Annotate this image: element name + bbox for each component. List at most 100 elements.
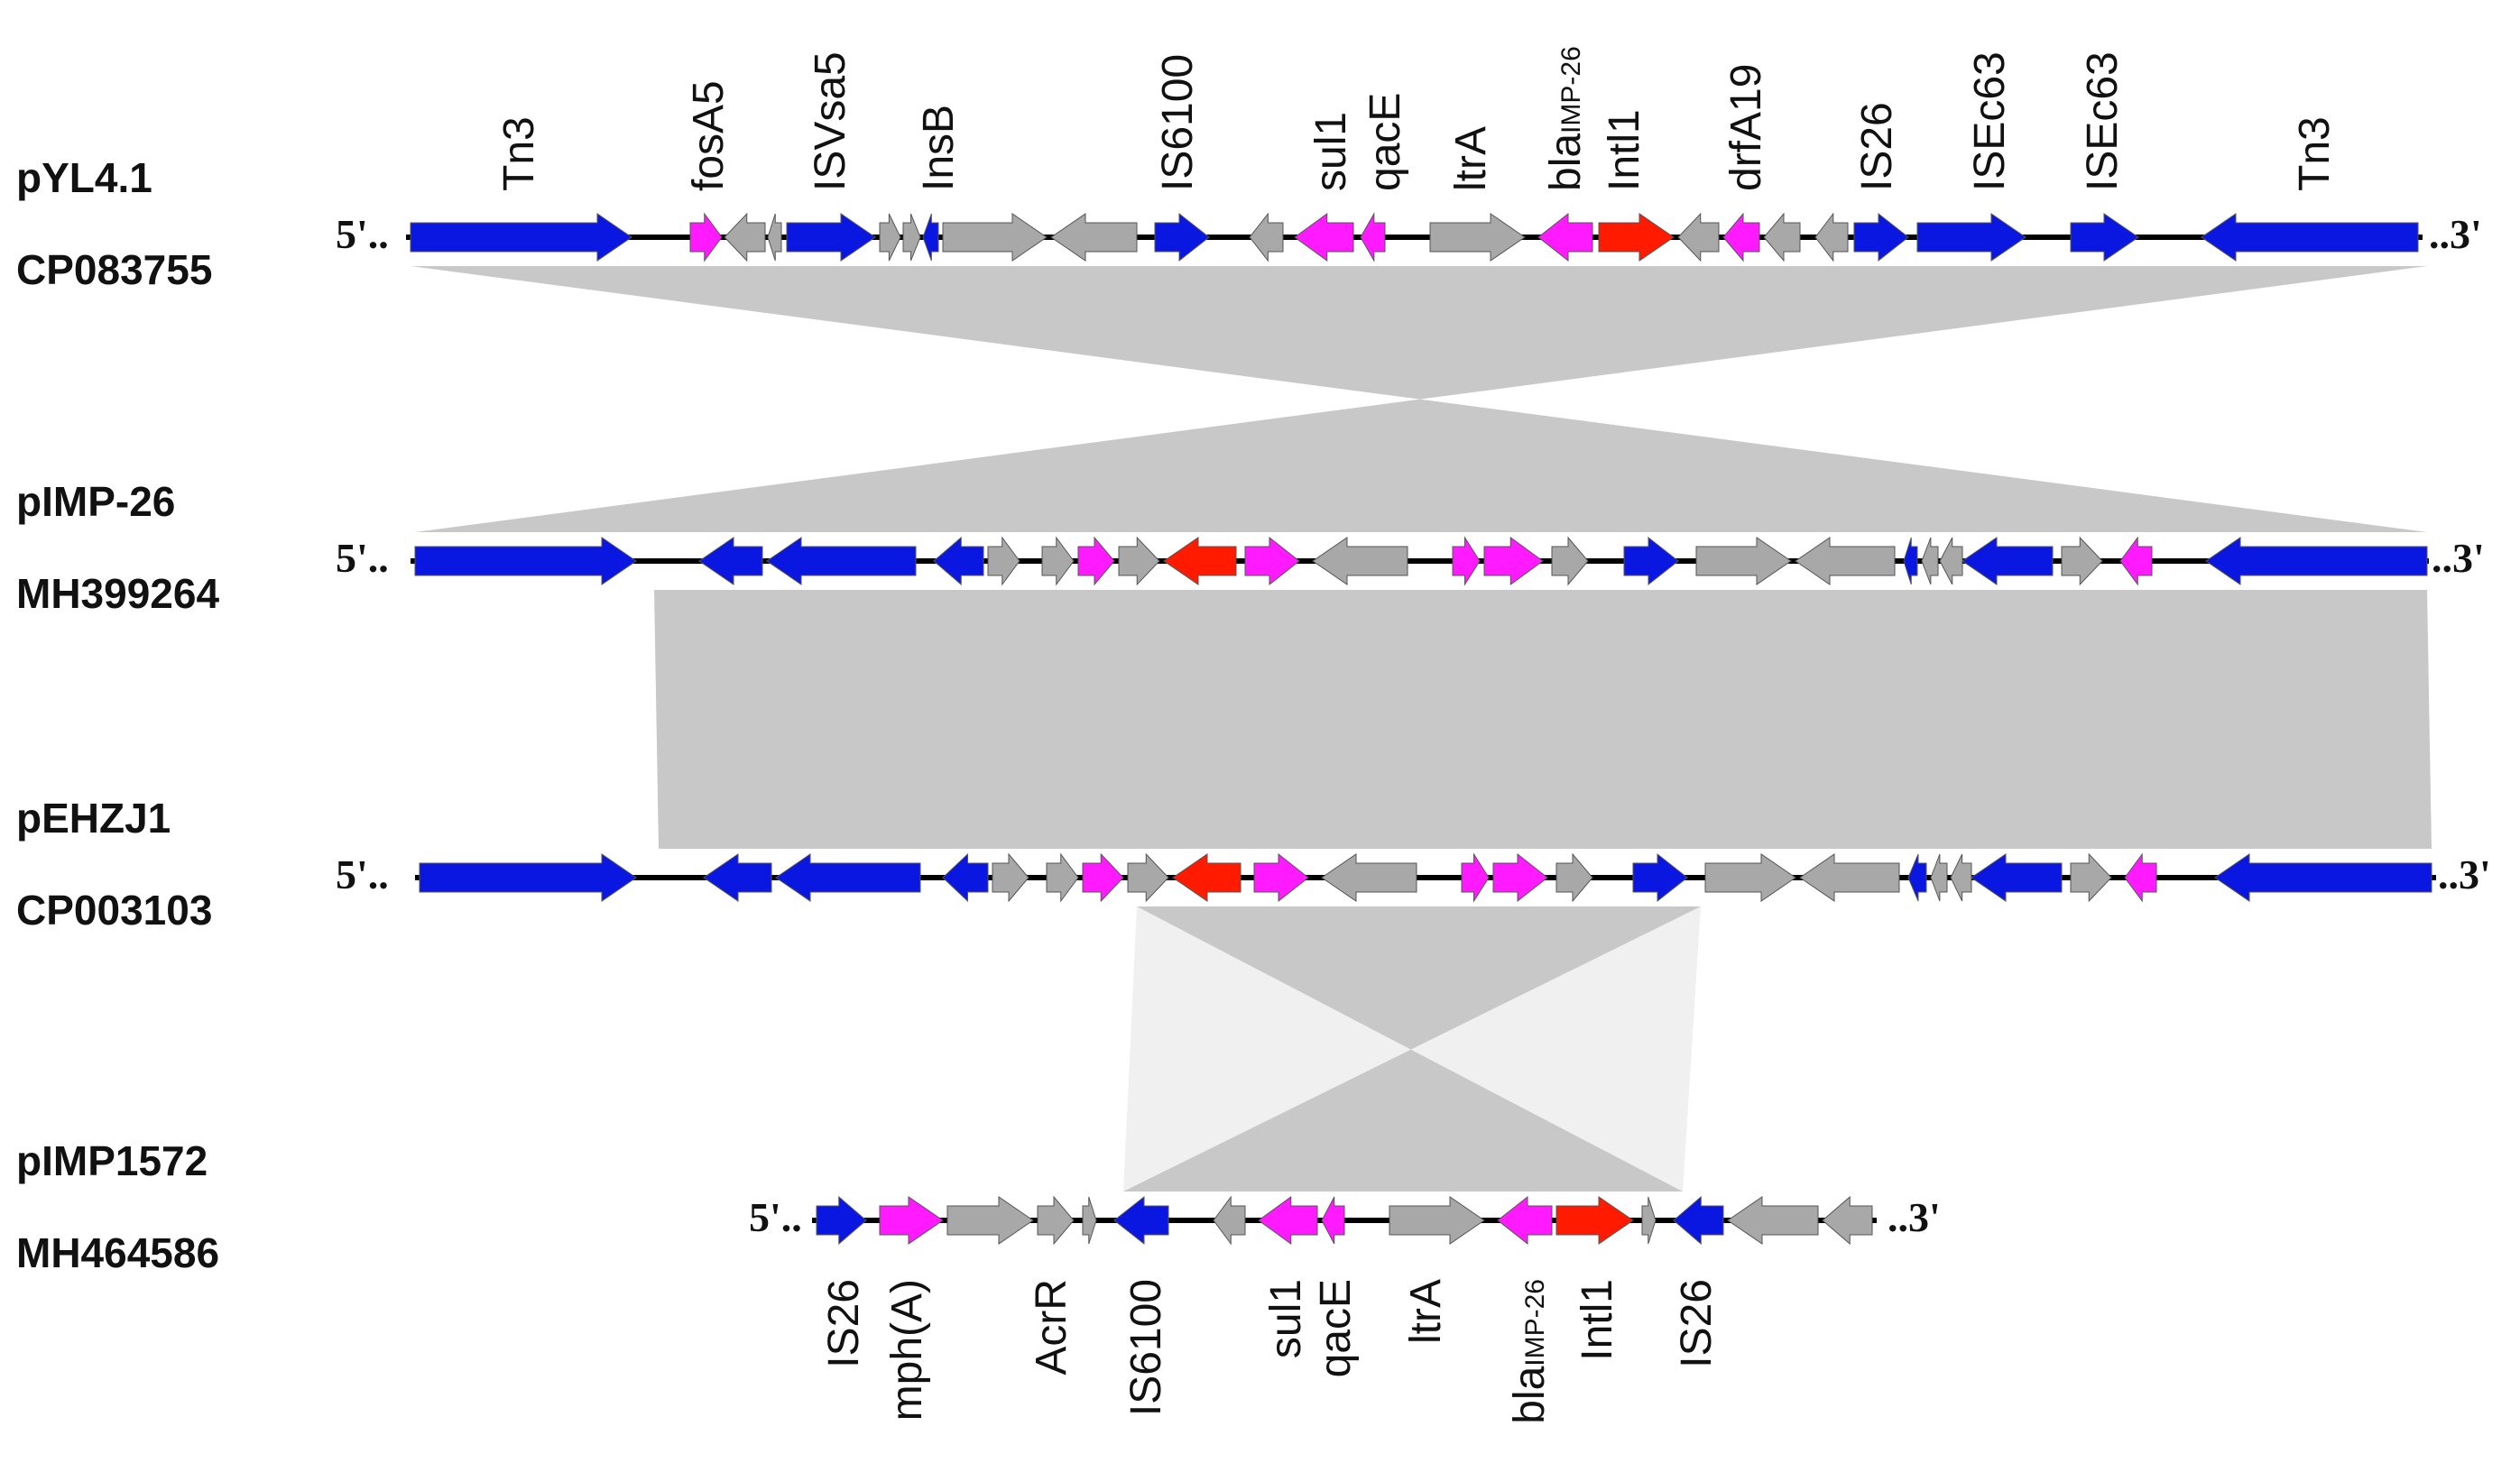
- three-prime-end: ..3': [2432, 535, 2485, 581]
- gene-arrow: [775, 853, 921, 902]
- gene-arrow: [1853, 212, 1909, 262]
- plasmid-name: pIMP-26: [16, 478, 175, 525]
- homology-inverted-wedge: [1137, 906, 1701, 1050]
- gene-arrow: [987, 536, 1020, 586]
- gene-arrow: [1930, 853, 1948, 902]
- gene-label: fosA5: [685, 80, 733, 191]
- gene-arrow: [766, 537, 917, 585]
- gene-arrow: [2070, 213, 2139, 262]
- gene-arrow: [2201, 213, 2419, 262]
- gene-arrow: [1551, 536, 1589, 586]
- plasmid-track: pEHZJ1 CP003103 5'.. ..3': [16, 795, 2491, 934]
- gene-arrow: [1903, 537, 1918, 585]
- gene-arrow: [942, 852, 989, 903]
- gene-arrow: [1632, 852, 1688, 903]
- gene-arrow: [1971, 853, 2063, 902]
- gene-arrow: [2214, 853, 2432, 902]
- gene-arrow: [922, 213, 939, 262]
- five-prime-end: 5'..: [749, 1194, 802, 1240]
- gene-label: sul1: [1262, 1279, 1310, 1358]
- gene-arrow: [1050, 213, 1138, 262]
- gene-arrow: [879, 213, 901, 262]
- gene-arrow: [933, 536, 984, 586]
- gene-arrow: [1722, 212, 1760, 262]
- gene-arrow: [2124, 852, 2157, 903]
- gene-arrow: [1429, 213, 1526, 262]
- gene-arrow: [1294, 213, 1354, 262]
- three-prime-end: ..3': [2429, 211, 2482, 257]
- gene-arrow: [1814, 212, 1849, 262]
- gene-arrow: [1677, 212, 1720, 262]
- gene-arrow: [1321, 1196, 1345, 1245]
- gene-label: Tn3: [2291, 116, 2339, 191]
- gene-arrow: [1118, 536, 1160, 586]
- gene-arrow: [414, 537, 637, 585]
- gene-arrow: [1389, 1196, 1485, 1245]
- gene-arrow: [2061, 536, 2103, 586]
- gene-arrow: [946, 1196, 1034, 1245]
- three-prime-end: ..3': [1888, 1194, 1941, 1240]
- plasmid-name: pEHZJ1: [16, 795, 171, 842]
- gene-label: Tn3: [495, 116, 543, 191]
- homology-block: [1123, 906, 1701, 1192]
- plasmid-track: pYL4.1 CP083755 5'.. ..3': [16, 154, 2482, 293]
- gene-arrow: [1113, 1195, 1169, 1246]
- gene-label: drfA19: [1722, 64, 1770, 191]
- gene-arrow: [410, 213, 632, 262]
- gene-arrow: [1172, 853, 1242, 902]
- gene-label: blaIMP-26: [1542, 46, 1590, 191]
- gene-arrow: [1763, 212, 1801, 262]
- gene-arrow: [879, 1196, 944, 1245]
- homology-layer: [411, 266, 2432, 1192]
- gene-arrow: [2119, 536, 2153, 586]
- gene-arrow: [1695, 537, 1792, 585]
- gene-arrow: [1555, 852, 1593, 903]
- gene-arrow: [1321, 853, 1417, 902]
- track-layer: pYL4.1 CP083755 5'.. ..3' pIMP-26 MH399264 5'.…: [16, 154, 2491, 1276]
- gene-arrow: [1916, 213, 2026, 262]
- gene-arrow: [942, 213, 1048, 262]
- gene-arrow: [1046, 852, 1079, 903]
- gene-arrow: [703, 853, 772, 902]
- gene-arrow: [992, 852, 1029, 903]
- gene-arrow: [698, 537, 763, 585]
- gene-arrow: [2070, 852, 2112, 903]
- gene-arrow: [1127, 852, 1169, 903]
- gene-arrow: [1623, 536, 1679, 586]
- gene-label: ISEc63: [2079, 51, 2127, 191]
- gene-label: AcrR: [1028, 1279, 1075, 1376]
- gene-arrow: [1452, 536, 1481, 586]
- gene-arrow: [1077, 536, 1115, 586]
- gene-arrow: [1537, 212, 1593, 262]
- gene-arrow: [1939, 537, 1963, 585]
- homology-inverted-wedge: [1123, 1049, 1683, 1192]
- gene-arrow: [1483, 537, 1544, 585]
- gene-arrow: [1641, 1196, 1657, 1245]
- gene-arrow: [1795, 537, 1896, 585]
- gene-label: blaIMP-26: [1506, 1279, 1554, 1424]
- homology-inverted-wedge: [411, 266, 2427, 400]
- gene-arrow: [1041, 536, 1075, 586]
- gene-label: ltrA: [1402, 1279, 1450, 1344]
- gene-arrow: [724, 212, 766, 262]
- gene-label: Intl1: [1574, 1279, 1621, 1361]
- gene-arrow: [1312, 537, 1408, 585]
- homology-side-wedge: [1123, 906, 1411, 1192]
- gene-arrow: [1244, 536, 1300, 586]
- gene-label: ISEc63: [1966, 51, 2014, 191]
- homology-direct-band: [654, 590, 2432, 849]
- gene-arrow: [689, 212, 723, 262]
- five-prime-end: 5'..: [336, 851, 389, 897]
- gene-arrow: [1213, 1195, 1246, 1246]
- accession-number: MH399264: [16, 570, 219, 617]
- gene-label: IS26: [1853, 102, 1901, 191]
- gene-label: IS26: [1673, 1279, 1721, 1368]
- gene-arrow: [1497, 1195, 1553, 1246]
- gene-arrow: [1492, 852, 1548, 903]
- accession-number: CP003103: [16, 887, 212, 934]
- gene-arrow: [816, 1195, 867, 1246]
- gene-arrow: [1555, 1196, 1634, 1245]
- gene-arrow: [1921, 537, 1939, 585]
- gene-arrow: [1253, 852, 1309, 903]
- plasmid-track: pIMP-26 MH399264 5'.. ..3': [16, 478, 2485, 617]
